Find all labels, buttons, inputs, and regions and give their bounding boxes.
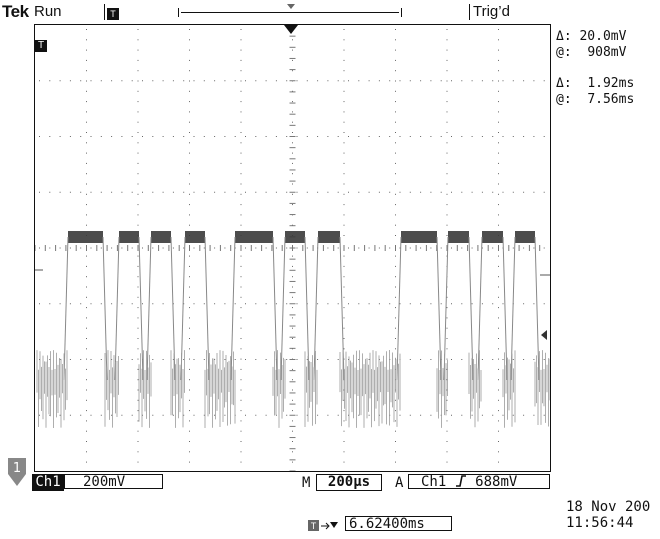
timebase-prefix: M (302, 475, 311, 491)
ch1-vertical-scale[interactable]: 200mV (64, 474, 163, 490)
cursor-at-time: @: 7.56ms (556, 92, 635, 107)
date-display: 18 Nov 200 (566, 499, 651, 515)
trigger-position-icon: T (107, 8, 119, 20)
graticule (35, 25, 550, 471)
cursor-at-voltage: @: 908mV (556, 45, 627, 60)
trigger-point-icon: T (35, 40, 47, 52)
trigger-source: Ch1 (421, 474, 447, 490)
acquisition-status: Run (34, 3, 62, 20)
horizontal-delay[interactable]: 6.62400ms (345, 516, 452, 532)
record-start-bar (104, 4, 105, 20)
timebase-scale[interactable]: 200μs (316, 474, 382, 491)
brand-label: Tek (2, 2, 29, 21)
trigger-setting[interactable]: Ch1 688mV (408, 474, 550, 490)
trigger-prefix: A (395, 475, 404, 491)
ch1-channel-button[interactable]: Ch1 (32, 474, 64, 491)
svg-text:1: 1 (13, 461, 21, 476)
rising-edge-icon (455, 475, 466, 487)
record-view-marker-icon (287, 4, 295, 9)
trigger-level: 688mV (475, 474, 518, 490)
svg-text:T: T (311, 521, 317, 531)
delay-arrow-icon: T (308, 520, 340, 535)
cursor-delta-voltage: Δ: 20.0mV (556, 29, 627, 44)
ch1-ground-marker-icon: 1 (8, 458, 26, 486)
trigger-time-marker-icon (284, 25, 298, 34)
trigger-status: Trig’d (473, 3, 510, 20)
trigger-separator (469, 4, 470, 20)
time-display: 11:56:44 (566, 515, 634, 531)
record-view-box (178, 8, 402, 17)
waveform-display[interactable] (34, 24, 551, 472)
cursor-delta-time: Δ: 1.92ms (556, 76, 635, 91)
